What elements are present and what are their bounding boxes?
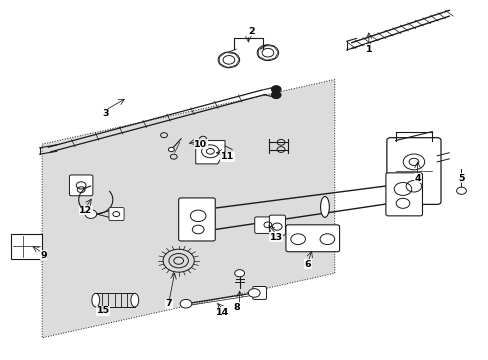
Text: 13: 13 <box>269 233 282 242</box>
Polygon shape <box>42 80 334 338</box>
Text: 14: 14 <box>216 308 229 317</box>
Text: 9: 9 <box>40 251 47 260</box>
Circle shape <box>168 147 174 152</box>
Text: 11: 11 <box>221 152 234 161</box>
FancyBboxPatch shape <box>252 287 266 300</box>
Ellipse shape <box>205 209 214 230</box>
Text: 12: 12 <box>79 206 92 215</box>
FancyBboxPatch shape <box>385 173 422 216</box>
FancyBboxPatch shape <box>285 225 339 252</box>
Text: 10: 10 <box>194 140 207 149</box>
Text: 6: 6 <box>304 260 310 269</box>
Circle shape <box>234 270 244 277</box>
Text: 2: 2 <box>248 27 255 36</box>
Ellipse shape <box>131 293 139 307</box>
FancyBboxPatch shape <box>69 175 93 196</box>
Text: 15: 15 <box>96 306 109 315</box>
Ellipse shape <box>92 293 100 307</box>
Text: 5: 5 <box>457 174 464 183</box>
Circle shape <box>85 210 97 219</box>
FancyBboxPatch shape <box>269 215 285 235</box>
FancyBboxPatch shape <box>11 234 41 258</box>
Text: 8: 8 <box>233 303 240 312</box>
FancyBboxPatch shape <box>109 208 124 221</box>
Circle shape <box>271 86 281 93</box>
FancyBboxPatch shape <box>178 198 215 241</box>
Circle shape <box>456 187 466 194</box>
Text: 3: 3 <box>102 109 108 118</box>
FancyBboxPatch shape <box>386 138 440 204</box>
Ellipse shape <box>386 184 394 205</box>
Circle shape <box>180 300 191 308</box>
Ellipse shape <box>320 197 329 217</box>
Circle shape <box>271 91 281 99</box>
Circle shape <box>248 289 260 297</box>
Text: 1: 1 <box>365 45 371 54</box>
Text: 4: 4 <box>413 174 420 183</box>
Polygon shape <box>195 140 224 164</box>
FancyBboxPatch shape <box>254 217 272 233</box>
Text: 7: 7 <box>165 299 172 308</box>
